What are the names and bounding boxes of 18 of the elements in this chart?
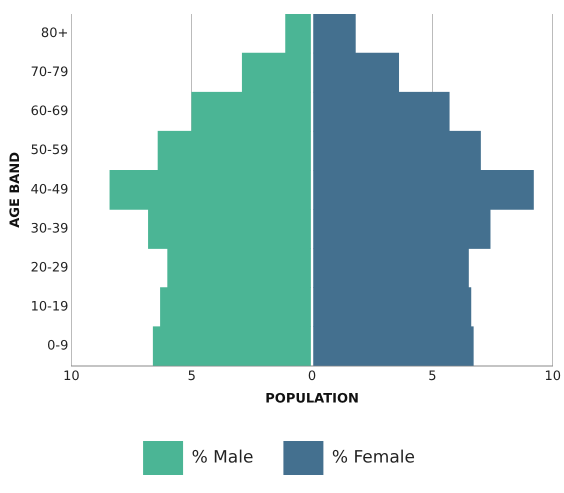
y-tick-label: 80+ <box>40 26 68 41</box>
legend-label: % Male <box>192 447 254 468</box>
y-tick-label: 60-69 <box>30 104 68 120</box>
legend-label: % Female <box>332 447 415 468</box>
x-tick-label: 10 <box>63 368 80 384</box>
y-tick-label: 30-39 <box>30 221 68 236</box>
x-tick-label: 5 <box>428 368 437 384</box>
y-axis-title: AGE BAND <box>8 152 24 228</box>
y-tick-label: 50-59 <box>30 143 68 158</box>
y-tick-label: 70-79 <box>30 65 68 80</box>
x-axis-title: POPULATION <box>265 392 359 407</box>
x-tick-label: 0 <box>308 368 316 384</box>
y-tick-label: 20-29 <box>30 260 68 276</box>
x-tick-label: 5 <box>188 368 196 384</box>
y-tick-label: 10-19 <box>30 300 68 315</box>
y-tick-label: 0-9 <box>47 338 68 354</box>
y-tick-label: 40-49 <box>30 182 68 198</box>
x-tick-label: 10 <box>544 368 561 384</box>
